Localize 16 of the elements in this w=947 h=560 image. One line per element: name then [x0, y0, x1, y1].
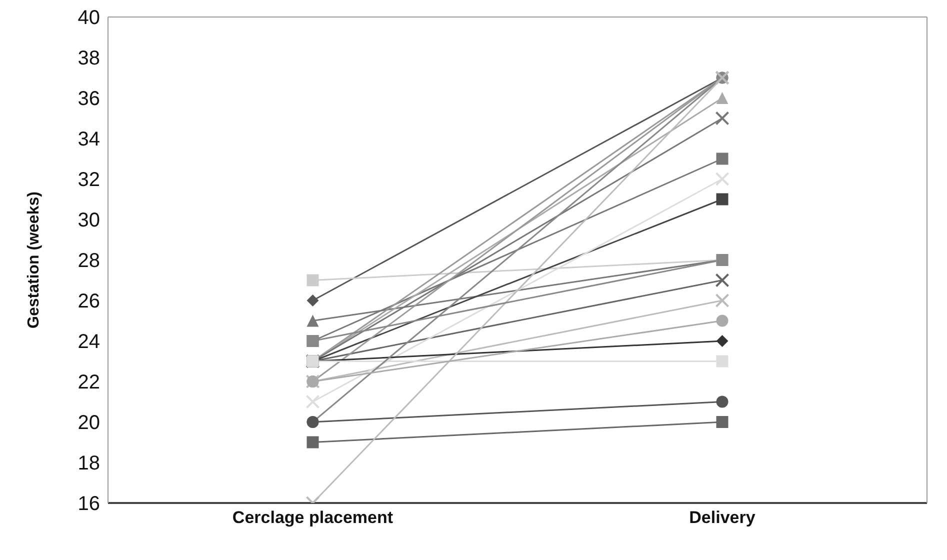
y-tick-label: 38	[78, 48, 100, 70]
y-tick-label: 34	[78, 128, 100, 151]
y-tick-label: 32	[78, 169, 100, 192]
y-tick-label: 16	[78, 493, 100, 516]
y-tick-label: 28	[78, 250, 100, 272]
y-tick-label: 24	[78, 331, 100, 354]
y-tick-label: 20	[78, 412, 100, 434]
y-tick-label: 30	[78, 210, 100, 232]
y-tick-label: 40	[78, 7, 100, 30]
y-tick-label: 22	[78, 372, 100, 394]
x-tick-label: Delivery	[689, 508, 756, 528]
y-axis-title: Gestation (weeks)	[26, 192, 43, 328]
y-tick-label: 36	[78, 88, 100, 110]
x-tick-label: Cerclage placement	[232, 508, 394, 528]
y-tick-label: 18	[78, 452, 100, 475]
y-tick-label: 26	[78, 290, 100, 313]
